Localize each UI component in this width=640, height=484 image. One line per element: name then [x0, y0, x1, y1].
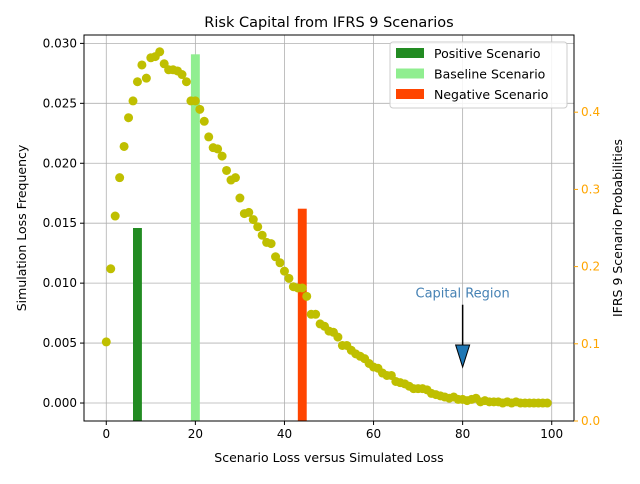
annotation: Capital Region	[416, 287, 510, 369]
x-tick-label: 0	[102, 427, 110, 441]
scatter-point	[106, 264, 116, 274]
scatter-point	[155, 47, 165, 57]
scatter-point	[141, 73, 151, 83]
scatter-point	[222, 165, 232, 175]
legend-swatch	[396, 89, 424, 99]
scatter-point	[190, 96, 200, 106]
scenario-bar	[297, 208, 307, 421]
scatter-point	[124, 113, 134, 123]
bars	[133, 54, 307, 422]
scatter-point	[132, 77, 142, 87]
x-tick-label: 60	[366, 427, 381, 441]
scatter-point	[275, 258, 285, 268]
scatter-point	[311, 309, 321, 319]
scatter-point	[177, 70, 187, 80]
x-tick-label: 40	[277, 427, 292, 441]
plot-frame	[83, 34, 575, 422]
y2-tick-label: 0.1	[581, 337, 600, 351]
scatter-point	[248, 215, 258, 225]
scatter-point	[230, 173, 240, 183]
scatter-point	[199, 116, 209, 126]
y-tick-label: 0.015	[43, 216, 77, 230]
scatter-point	[101, 337, 111, 347]
y-tick-label: 0.000	[43, 396, 77, 410]
y2-tick-label: 0.0	[581, 414, 600, 428]
legend-label: Negative Scenario	[434, 87, 548, 102]
scatter-point	[542, 398, 552, 408]
x-axis-label: Scenario Loss versus Simulated Loss	[214, 450, 443, 465]
scatter-point	[181, 77, 191, 87]
y-tick-label: 0.030	[43, 36, 77, 50]
legend-swatch	[396, 48, 424, 58]
ticks: 0 20 40 60 80 100 0.000 0.005 0.010 0.015 0.020 0.0…	[43, 36, 600, 441]
scatter-point	[204, 132, 214, 142]
scatter-point	[110, 211, 120, 221]
scatter-point	[257, 230, 267, 240]
scatter-point	[333, 332, 343, 342]
scenario-bar	[133, 228, 142, 421]
scatter-point	[128, 96, 138, 106]
legend: Positive Scenario Baseline Scenario Negati…	[389, 41, 568, 109]
scatter-point	[235, 193, 245, 203]
x-tick-label: 100	[540, 427, 563, 441]
scatter-point	[119, 141, 129, 151]
x-tick-label: 80	[455, 427, 470, 441]
y-tick-label: 0.010	[43, 276, 77, 290]
y2-tick-label: 0.2	[581, 260, 600, 274]
scatter-point	[302, 291, 312, 301]
scatter-point	[195, 104, 205, 114]
y-axis-label: Simulation Loss Frequency	[14, 144, 29, 311]
legend-box	[389, 41, 568, 109]
scatter-point	[137, 60, 147, 70]
scatter-point	[115, 173, 125, 183]
scatter-point	[217, 151, 227, 161]
scatter-point	[253, 222, 263, 232]
x-tick-label: 20	[188, 427, 203, 441]
scatter-point	[297, 283, 307, 293]
legend-label: Positive Scenario	[434, 46, 541, 61]
scatter-points	[101, 47, 552, 408]
chart-title: Risk Capital from IFRS 9 Scenarios	[204, 15, 453, 31]
y-tick-label: 0.020	[43, 156, 77, 170]
scatter-point	[284, 273, 294, 283]
annotation-arrow-head	[454, 344, 471, 369]
scatter-point	[266, 239, 276, 249]
scatter-point	[213, 144, 223, 154]
y-tick-label: 0.005	[43, 336, 77, 350]
y2-tick-label: 0.3	[581, 182, 600, 196]
y2-tick-label: 0.4	[581, 105, 600, 119]
scenario-bar	[190, 54, 200, 422]
scatter-point	[244, 207, 254, 217]
scatter-point	[279, 266, 289, 276]
legend-label: Baseline Scenario	[434, 67, 545, 82]
y2-axis-label: IFRS 9 Scenario Probabilities	[610, 139, 625, 317]
legend-swatch	[396, 68, 424, 79]
annotation-text: Capital Region	[416, 287, 510, 302]
y-tick-label: 0.025	[43, 96, 77, 110]
